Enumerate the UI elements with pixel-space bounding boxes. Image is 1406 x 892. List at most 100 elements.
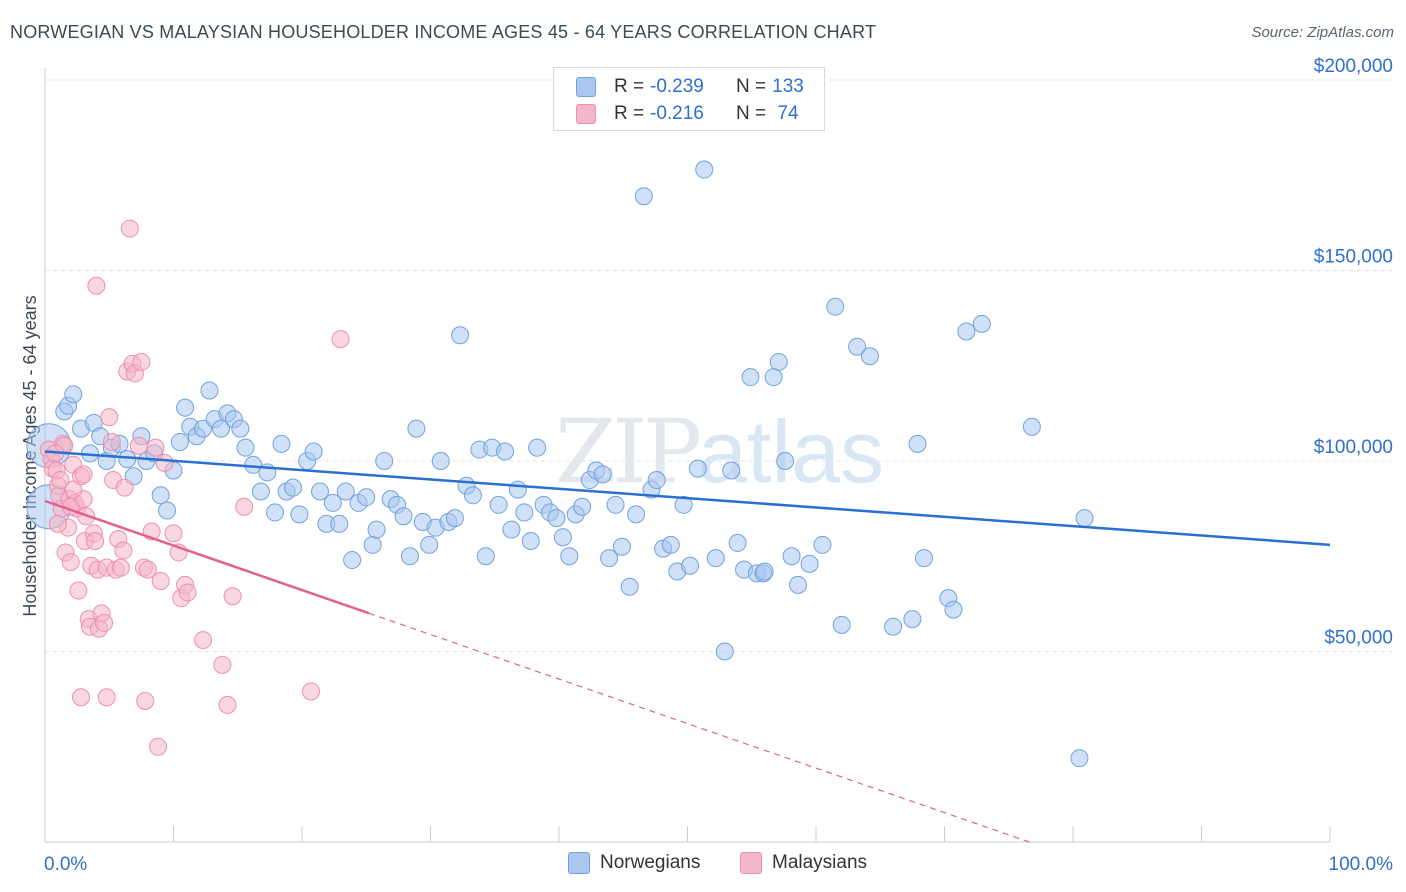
point-norwegians xyxy=(764,368,783,387)
point-norwegians xyxy=(290,505,309,524)
point-norwegians xyxy=(176,398,195,417)
point-norwegians xyxy=(634,187,653,206)
watermark-atlas: atlas xyxy=(698,402,885,501)
point-norwegians xyxy=(957,322,976,341)
point-norwegians xyxy=(944,600,963,619)
point-norwegians xyxy=(728,533,747,552)
point-norwegians xyxy=(593,465,612,484)
point-norwegians xyxy=(681,556,700,575)
point-malaysians xyxy=(194,631,213,650)
point-norwegians xyxy=(407,419,426,438)
trend-line-norwegians xyxy=(44,450,1331,547)
point-norwegians xyxy=(330,514,349,533)
point-norwegians xyxy=(832,615,851,634)
point-norwegians xyxy=(741,368,760,387)
legend-row-norwegians: R = -0.239 N = 133 xyxy=(576,74,808,100)
point-norwegians xyxy=(573,497,592,516)
point-norwegians xyxy=(158,501,177,520)
point-norwegians xyxy=(375,452,394,470)
point-malaysians xyxy=(51,471,70,490)
point-norwegians xyxy=(627,505,646,524)
legend-swatch-malaysians xyxy=(576,104,596,124)
point-malaysians xyxy=(301,682,320,701)
point-norwegians xyxy=(547,509,566,528)
point-malaysians xyxy=(164,524,183,543)
point-norwegians xyxy=(451,326,470,345)
y-tick-label: $100,000 xyxy=(1314,437,1393,458)
point-norwegians xyxy=(170,432,189,451)
point-malaysians xyxy=(235,497,254,516)
trend-line-malaysians xyxy=(44,499,370,615)
point-norwegians xyxy=(553,528,572,547)
point-norwegians xyxy=(394,507,413,526)
point-norwegians xyxy=(776,452,795,470)
point-norwegians xyxy=(194,419,213,438)
legend-label-norwegians: Norwegians xyxy=(600,852,701,873)
point-norwegians xyxy=(502,520,521,539)
chart-title: NORWEGIAN VS MALAYSIAN HOUSEHOLDER INCOM… xyxy=(10,22,877,42)
point-malaysians xyxy=(146,438,165,457)
point-norwegians xyxy=(367,520,386,539)
legend-label-malaysians: Malaysians xyxy=(772,852,868,873)
stats-legend: R = -0.239 N = 133 R = -0.216 N = 74 xyxy=(553,67,825,131)
legend-n-value: 133 xyxy=(772,76,804,97)
legend-swatch-malaysians xyxy=(740,852,762,874)
point-norwegians xyxy=(251,482,270,501)
point-malaysians xyxy=(213,655,232,674)
legend-swatch-norwegians xyxy=(576,77,596,97)
point-malaysians xyxy=(71,688,90,707)
point-norwegians xyxy=(64,385,83,404)
point-malaysians xyxy=(64,480,83,499)
point-malaysians xyxy=(48,514,67,533)
point-malaysians xyxy=(102,432,121,451)
point-norwegians xyxy=(908,434,927,453)
point-norwegians xyxy=(606,495,625,514)
legend-row-malaysians: R = -0.216 N = 74 xyxy=(576,101,808,127)
source-label: Source: ZipAtlas.com xyxy=(1251,24,1394,41)
point-malaysians xyxy=(151,572,170,591)
point-norwegians xyxy=(151,486,170,505)
point-norwegians xyxy=(496,442,515,461)
point-norwegians xyxy=(1070,749,1089,768)
point-norwegians xyxy=(1075,509,1094,528)
point-norwegians xyxy=(336,482,355,501)
point-norwegians xyxy=(612,537,631,556)
point-norwegians xyxy=(769,352,788,371)
legend-item-norwegians: Norwegians xyxy=(568,852,700,874)
point-norwegians xyxy=(445,509,464,528)
legend-swatch-norwegians xyxy=(568,852,590,874)
legend-n-value: 74 xyxy=(777,103,799,124)
x-tick-label: 100.0% xyxy=(1329,854,1394,875)
legend-r-value: -0.216 xyxy=(650,103,704,124)
point-norwegians xyxy=(528,438,547,457)
point-norwegians xyxy=(600,549,619,568)
point-norwegians xyxy=(212,419,231,438)
point-malaysians xyxy=(114,541,133,560)
point-malaysians xyxy=(129,436,148,455)
point-norwegians xyxy=(431,452,450,470)
point-norwegians xyxy=(813,535,832,554)
legend-n-label: N = xyxy=(736,76,767,97)
point-malaysians xyxy=(132,352,151,371)
point-malaysians xyxy=(218,695,237,714)
point-malaysians xyxy=(100,408,119,427)
point-malaysians xyxy=(120,219,139,238)
point-norwegians xyxy=(400,547,419,566)
point-norwegians xyxy=(800,554,819,573)
point-norwegians xyxy=(489,495,508,514)
y-tick-label: $150,000 xyxy=(1314,247,1393,268)
point-norwegians xyxy=(284,478,303,497)
point-norwegians xyxy=(722,461,741,480)
point-norwegians xyxy=(826,297,845,316)
point-norwegians xyxy=(695,160,714,179)
point-malaysians xyxy=(95,613,114,632)
point-norwegians xyxy=(972,314,991,333)
point-norwegians xyxy=(782,547,801,566)
point-norwegians xyxy=(914,549,933,568)
watermark-zip: ZIP xyxy=(555,400,702,503)
point-norwegians xyxy=(323,493,342,512)
y-tick-label: $50,000 xyxy=(1324,628,1393,649)
point-norwegians xyxy=(706,549,725,568)
series-legend: Norwegians Malaysians xyxy=(0,852,1406,878)
point-norwegians xyxy=(620,577,639,596)
